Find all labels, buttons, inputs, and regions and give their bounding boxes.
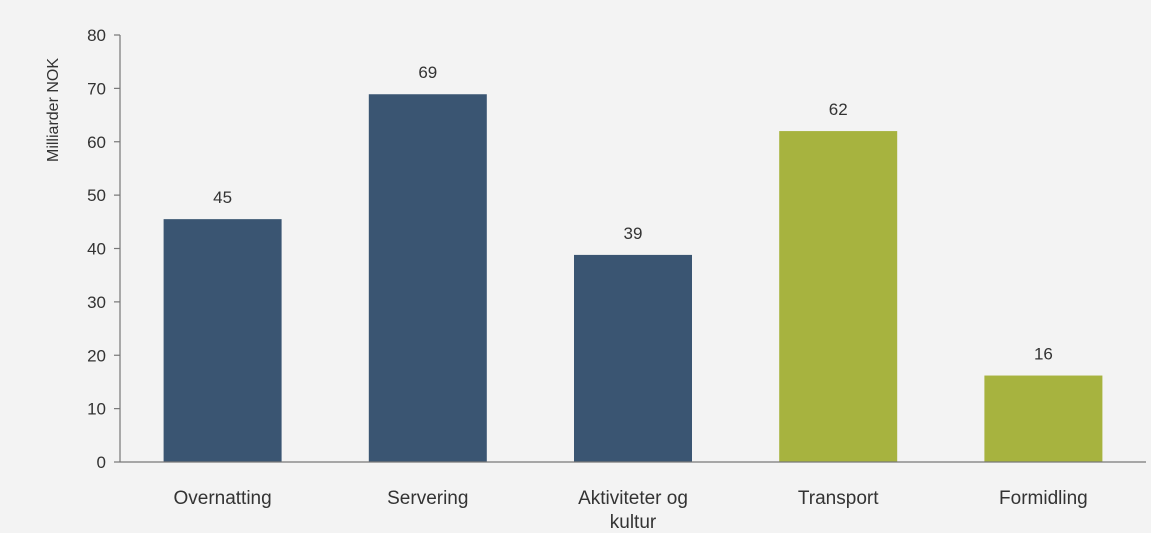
category-label-4: Transport [798,488,879,509]
y-tick-label-30: 30 [87,293,106,312]
y-tick-label-20: 20 [87,346,106,365]
data-label-1: 45 [213,188,232,207]
y-tick-label-60: 60 [87,133,106,152]
bar-5 [984,375,1103,462]
category-label-1: Overnatting [173,488,271,509]
data-label-5: 16 [1034,345,1053,364]
y-tick-label-0: 0 [97,453,106,472]
y-tick-label-70: 70 [87,79,106,98]
y-tick-label-50: 50 [87,186,106,205]
y-axis-title: Milliarder NOK [45,58,62,162]
category-label-5: Formidling [999,488,1088,509]
category-label-3: Aktiviteter og kultur [578,488,688,533]
bar-2 [368,94,487,462]
y-tick-label-40: 40 [87,240,106,259]
data-label-3: 39 [624,224,643,243]
data-label-4: 62 [829,100,848,119]
bar-1 [163,219,282,462]
bar-3 [574,254,692,462]
data-label-2: 69 [418,63,437,82]
y-tick-label-80: 80 [87,26,106,45]
y-tick-label-10: 10 [87,400,106,419]
plot-area: 0 10 20 30 40 50 60 70 80 45 Overnatting 69 Serverin… [87,26,1146,533]
bar-4 [779,131,898,462]
category-label-2: Servering [387,488,468,509]
